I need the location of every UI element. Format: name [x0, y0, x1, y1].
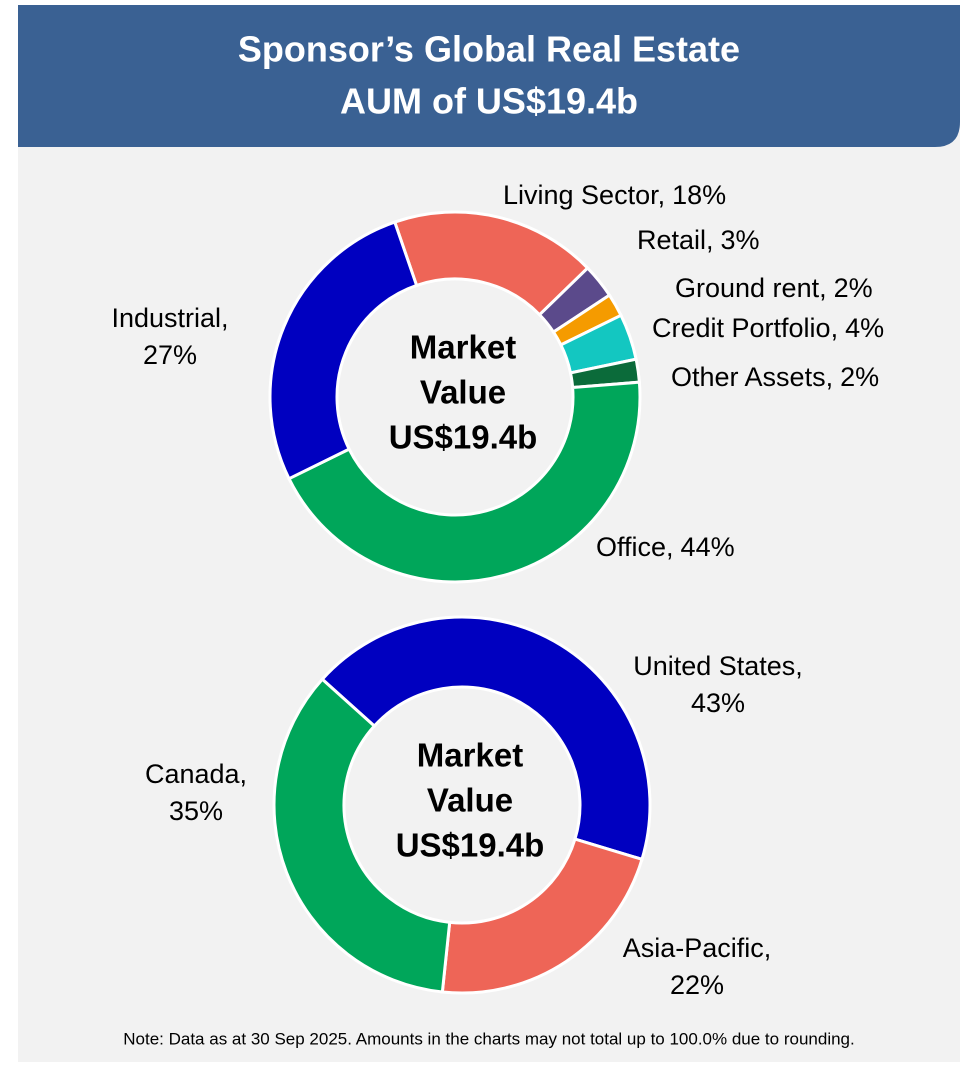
- donut-slice: [272, 677, 452, 994]
- slice-label-name: Ground rent,: [675, 273, 827, 303]
- slice-label-name: Other Assets,: [671, 362, 833, 392]
- slice-label-value: 3%: [721, 225, 760, 255]
- slice-label-name: Asia-Pacific,: [623, 933, 772, 963]
- header-bar: [18, 5, 960, 147]
- slice-label-value: 35%: [169, 796, 223, 826]
- center-label: Value: [420, 374, 506, 411]
- slice-label-value: 27%: [143, 340, 197, 370]
- center-label: Value: [427, 782, 513, 819]
- slice-label-value: 43%: [691, 688, 745, 718]
- header-title: Sponsor’s Global Real Estate: [238, 29, 740, 70]
- slice-label-name: Office,: [596, 532, 674, 562]
- slice-label-name: Canada,: [145, 759, 247, 789]
- slice-label: Other Assets, 2%: [671, 362, 879, 392]
- donut-slice: [286, 380, 642, 584]
- donut-slice: [268, 220, 419, 481]
- center-label: US$19.4b: [389, 419, 538, 456]
- slice-label-name: United States,: [633, 651, 803, 681]
- slice-label: Office, 44%: [596, 532, 735, 562]
- slice-label-value: 18%: [672, 180, 726, 210]
- slice-label-value: 4%: [845, 313, 884, 343]
- slice-label: Retail, 3%: [637, 225, 760, 255]
- slice-label-value: 22%: [670, 970, 724, 1000]
- slice-label-name: Living Sector,: [503, 180, 665, 210]
- center-label: US$19.4b: [396, 827, 545, 864]
- slice-label-value: 44%: [681, 532, 735, 562]
- donut-slice: [320, 615, 652, 862]
- slice-label-value: 2%: [834, 273, 873, 303]
- slice-label: Living Sector, 18%: [503, 180, 726, 210]
- center-label: Market: [417, 737, 523, 774]
- center-label: Market: [410, 329, 516, 366]
- header-title: AUM of US$19.4b: [340, 81, 638, 122]
- note: Note: Data as at 30 Sep 2025. Amounts in…: [123, 1029, 854, 1048]
- slice-label-value: 2%: [840, 362, 879, 392]
- slice-label: Credit Portfolio, 4%: [652, 313, 884, 343]
- slice-label-name: Retail,: [637, 225, 714, 255]
- slice-label-name: Industrial,: [111, 303, 228, 333]
- slice-label: Ground rent, 2%: [675, 273, 873, 303]
- slice-label-name: Credit Portfolio,: [652, 313, 838, 343]
